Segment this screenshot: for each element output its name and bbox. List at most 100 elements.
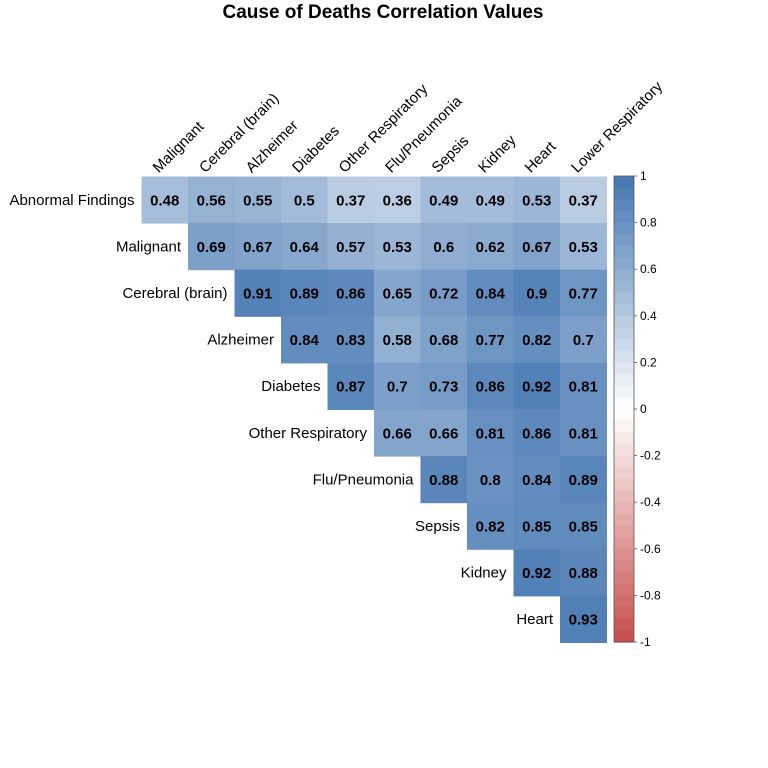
- heatmap-cell-diabetes-sepsis: [420, 362, 468, 410]
- heatmap-cell-diabetes-flu-pneumonia: [374, 362, 421, 410]
- legend-color-step: [614, 548, 634, 562]
- cell-value-label: 0.66: [429, 425, 458, 442]
- heatmap-cell-kidney-lower-respiratory: [560, 549, 607, 597]
- heatmap-cell-malignant-other-respiratory: [327, 223, 375, 271]
- legend-color-step: [614, 385, 634, 398]
- row-label-diabetes: Diabetes: [261, 378, 320, 395]
- heatmap-cell-alzheimer-kidney: [467, 316, 514, 364]
- cell-value-label: 0.55: [243, 192, 272, 209]
- legend-color-step: [614, 210, 634, 224]
- legend-color-step: [614, 280, 634, 294]
- cell-value-label: 0.53: [569, 239, 598, 256]
- row-label-other-respiratory: Other Respiratory: [249, 425, 368, 442]
- legend-color-step: [614, 420, 634, 433]
- legend-color-step: [614, 537, 634, 550]
- legend-color-step: [614, 304, 634, 317]
- row-label-alzheimer: Alzheimer: [207, 332, 274, 349]
- cell-value-label: 0.7: [387, 379, 408, 396]
- legend-tick-label: 0.6: [640, 262, 657, 276]
- heatmap-cell-cerebral-brain-kidney: [467, 269, 514, 317]
- cell-value-label: 0.53: [383, 239, 412, 256]
- cell-value-label: 0.72: [429, 286, 458, 303]
- color-legend: 1 0.8 0.6 0.4 0.2 0 -0.2 -0.4 -0.6 -0.8 -1: [613, 169, 661, 649]
- legend-color-step: [614, 618, 634, 631]
- cell-value-label: 0.67: [522, 239, 551, 256]
- row-label-sepsis: Sepsis: [415, 518, 460, 535]
- cell-value-label: 0.6: [433, 239, 454, 256]
- heatmap-cell-abnormal-findings-other-respiratory: [327, 176, 375, 224]
- cell-value-label: 0.48: [150, 192, 179, 209]
- cell-value-label: 0.84: [290, 332, 320, 349]
- legend-color-step: [614, 199, 634, 212]
- legend-color-step: [614, 245, 634, 259]
- heatmap-cell-abnormal-findings-flu-pneumonia: [374, 176, 421, 224]
- row-label-flu-pneumonia: Flu/Pneumonia: [313, 471, 415, 488]
- cell-value-label: 0.56: [197, 192, 226, 209]
- chart-title: Cause of Deaths Correlation Values: [223, 2, 544, 23]
- heatmap-cell-sepsis-heart: [513, 502, 561, 550]
- cell-value-label: 0.37: [569, 192, 598, 209]
- heatmap-cell-kidney-heart: [513, 549, 561, 597]
- heatmap-cell-cerebral-brain-alzheimer: [234, 269, 282, 317]
- heatmap-cell-malignant-sepsis: [420, 223, 468, 271]
- legend-color-step: [614, 362, 634, 375]
- cell-value-label: 0.37: [336, 192, 365, 209]
- legend-color-step: [614, 292, 634, 305]
- cell-value-label: 0.81: [569, 379, 598, 396]
- row-label-kidney: Kidney: [461, 565, 507, 582]
- legend-tick-label: -1: [640, 635, 651, 649]
- heatmap-cell-malignant-alzheimer: [234, 223, 282, 271]
- legend-color-step: [614, 560, 634, 573]
- heatmap-cell-sepsis-lower-respiratory: [560, 502, 607, 550]
- cell-value-label: 0.89: [290, 286, 319, 303]
- heatmap-cell-diabetes-kidney: [467, 362, 514, 410]
- heatmap-cell-heart-lower-respiratory: [560, 595, 607, 643]
- legend-color-step: [614, 327, 634, 340]
- legend-color-step: [614, 630, 634, 643]
- heatmap-cell-malignant-flu-pneumonia: [374, 223, 421, 271]
- legend-color-step: [614, 595, 634, 608]
- heatmap-cell-alzheimer-other-respiratory: [327, 316, 375, 364]
- cell-value-label: 0.36: [383, 192, 412, 209]
- heatmap-cell-abnormal-findings-diabetes: [281, 176, 328, 224]
- legend-tick-label: -0.8: [640, 588, 661, 602]
- heatmap-cell-abnormal-findings-alzheimer: [234, 176, 282, 224]
- heatmap-cell-cerebral-brain-flu-pneumonia: [374, 269, 421, 317]
- heatmap-cell-abnormal-findings-kidney: [467, 176, 514, 224]
- heatmap-cell-malignant-cerebral-brain: [188, 223, 235, 271]
- heatmap-cell-abnormal-findings-lower-respiratory: [560, 176, 607, 224]
- cell-value-label: 0.89: [569, 472, 598, 489]
- legend-color-step: [614, 339, 634, 352]
- cell-value-label: 0.57: [336, 239, 365, 256]
- column-label-kidney: Kidney: [475, 132, 520, 177]
- legend-color-step: [614, 397, 634, 410]
- cell-value-label: 0.86: [522, 425, 551, 442]
- heatmap-cell-other-respiratory-lower-respiratory: [560, 409, 607, 457]
- heatmap-cell-other-respiratory-sepsis: [420, 409, 468, 457]
- heatmap-cell-flu-pneumonia-lower-respiratory: [560, 456, 607, 504]
- cell-value-label: 0.66: [383, 425, 412, 442]
- legend-color-step: [614, 374, 634, 387]
- column-label-cerebral-brain: Cerebral (brain): [196, 90, 282, 176]
- cell-value-label: 0.7: [573, 332, 594, 349]
- heatmap-cell-other-respiratory-heart: [513, 409, 561, 457]
- heatmap-cell-alzheimer-sepsis: [420, 316, 468, 364]
- heatmap-cell-abnormal-findings-malignant: [141, 176, 189, 224]
- legend-tick-label: 0.4: [640, 309, 657, 323]
- row-label-heart: Heart: [516, 611, 554, 628]
- cell-value-label: 0.5: [294, 192, 315, 209]
- heatmap-cell-diabetes-other-respiratory: [327, 362, 375, 410]
- heatmap-cell-other-respiratory-flu-pneumonia: [374, 409, 421, 457]
- heatmap-cell-cerebral-brain-diabetes: [281, 269, 328, 317]
- heatmap-cell-sepsis-kidney: [467, 502, 514, 550]
- heatmap-cell-diabetes-heart: [513, 362, 561, 410]
- cell-value-label: 0.93: [569, 612, 598, 629]
- heatmap-cell-flu-pneumonia-kidney: [467, 456, 514, 504]
- cell-value-label: 0.73: [429, 379, 458, 396]
- heatmap-cell-flu-pneumonia-heart: [513, 456, 561, 504]
- heatmap-cell-other-respiratory-kidney: [467, 409, 514, 457]
- heatmap-cell-flu-pneumonia-sepsis: [420, 456, 468, 504]
- cell-value-label: 0.65: [383, 286, 412, 303]
- heatmap-cell-cerebral-brain-other-respiratory: [327, 269, 375, 317]
